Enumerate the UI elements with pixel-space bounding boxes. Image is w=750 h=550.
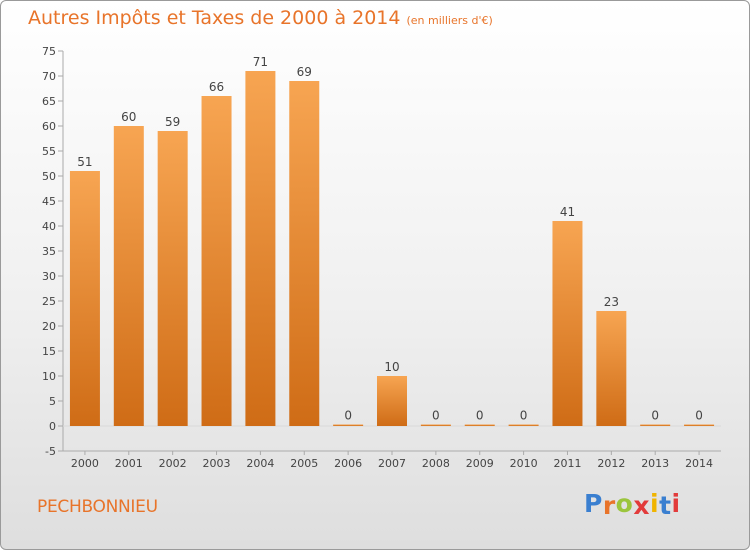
x-tick-label: 2000 bbox=[71, 457, 99, 470]
bar bbox=[289, 81, 320, 426]
x-tick-label: 2007 bbox=[378, 457, 406, 470]
logo-letter: r bbox=[602, 491, 616, 520]
bar-value-label: 10 bbox=[384, 360, 399, 374]
bar bbox=[377, 376, 407, 426]
bar bbox=[552, 221, 583, 426]
y-tick-label: 65 bbox=[42, 95, 56, 108]
y-tick-label: 5 bbox=[49, 395, 56, 408]
x-tick-label: 2003 bbox=[203, 457, 231, 470]
x-tick-label: 2006 bbox=[334, 457, 362, 470]
bar bbox=[113, 126, 144, 426]
commune-name: PECHBONNIEU bbox=[37, 497, 158, 517]
logo-letter: i bbox=[671, 489, 681, 518]
bar-value-label: 71 bbox=[253, 55, 268, 69]
y-tick-label: 35 bbox=[42, 245, 56, 258]
y-tick-label: -5 bbox=[45, 445, 56, 458]
y-tick-label: 70 bbox=[42, 70, 56, 83]
bar bbox=[508, 424, 539, 426]
y-tick-label: 40 bbox=[42, 220, 56, 233]
bar-value-label: 66 bbox=[209, 80, 224, 94]
proxiti-logo: Proxiti bbox=[584, 489, 681, 520]
bar-value-label: 60 bbox=[121, 110, 136, 124]
bar bbox=[69, 171, 100, 426]
bar bbox=[684, 424, 715, 426]
bar-value-label: 51 bbox=[77, 155, 92, 169]
y-tick-label: 15 bbox=[42, 345, 56, 358]
x-tick-label: 2014 bbox=[685, 457, 713, 470]
bar-value-label: 0 bbox=[695, 409, 703, 423]
y-tick-label: 10 bbox=[42, 370, 56, 383]
bar bbox=[245, 71, 276, 426]
y-tick-label: 30 bbox=[42, 270, 56, 283]
y-tick-label: 0 bbox=[49, 420, 56, 433]
bar-value-label: 0 bbox=[476, 409, 484, 423]
bar bbox=[596, 311, 627, 426]
x-tick-label: 2008 bbox=[422, 457, 450, 470]
logo-letter: i bbox=[650, 489, 660, 518]
bar bbox=[640, 424, 671, 426]
y-tick-label: 50 bbox=[42, 170, 56, 183]
x-tick-label: 2004 bbox=[246, 457, 274, 470]
bar-value-label: 0 bbox=[651, 409, 659, 423]
bar bbox=[201, 96, 232, 426]
y-tick-label: 75 bbox=[42, 45, 56, 58]
x-tick-label: 2011 bbox=[553, 457, 581, 470]
logo-letter: o bbox=[615, 489, 634, 518]
x-tick-label: 2001 bbox=[115, 457, 143, 470]
chart-title-unit: (en milliers d'€) bbox=[406, 14, 493, 27]
bar-value-label: 23 bbox=[604, 295, 619, 309]
x-tick-label: 2005 bbox=[290, 457, 318, 470]
y-tick-label: 20 bbox=[42, 320, 56, 333]
bar bbox=[464, 424, 495, 426]
y-tick-label: 60 bbox=[42, 120, 56, 133]
bar-value-label: 41 bbox=[560, 205, 575, 219]
logo-letter: P bbox=[584, 489, 603, 518]
y-tick-label: 25 bbox=[42, 295, 56, 308]
y-tick-label: 55 bbox=[42, 145, 56, 158]
logo-letter: x bbox=[633, 491, 650, 520]
x-tick-label: 2013 bbox=[641, 457, 669, 470]
bar-value-label: 0 bbox=[344, 409, 352, 423]
x-tick-label: 2010 bbox=[510, 457, 538, 470]
bar bbox=[157, 131, 188, 426]
bar-value-label: 0 bbox=[432, 409, 440, 423]
chart-title-main: Autres Impôts et Taxes de 2000 à 2014 bbox=[28, 7, 401, 29]
bar bbox=[333, 424, 364, 426]
x-tick-label: 2009 bbox=[466, 457, 494, 470]
bar bbox=[420, 424, 451, 426]
bar-value-label: 0 bbox=[520, 409, 528, 423]
y-tick-label: 45 bbox=[42, 195, 56, 208]
chart-title: Autres Impôts et Taxes de 2000 à 2014 (en… bbox=[28, 7, 493, 29]
bar-value-label: 59 bbox=[165, 115, 180, 129]
bar-value-label: 69 bbox=[297, 65, 312, 79]
x-tick-label: 2002 bbox=[159, 457, 187, 470]
x-tick-label: 2012 bbox=[597, 457, 625, 470]
logo-letter: t bbox=[659, 491, 672, 520]
